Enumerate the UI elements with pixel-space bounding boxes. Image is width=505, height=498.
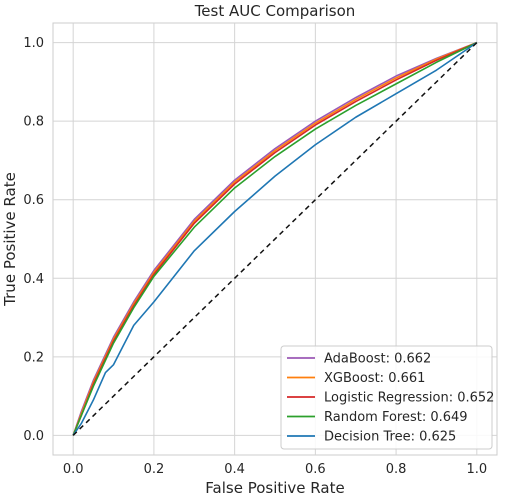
series-line-4 (72, 41, 478, 436)
series-line-2 (72, 41, 478, 436)
series-line-3 (72, 41, 478, 436)
y-tick-label: 0.8 (23, 115, 44, 130)
series-line-1 (72, 41, 478, 436)
legend-entry: Logistic Regression: 0.652 (324, 391, 494, 406)
chance-line (72, 42, 478, 436)
legend: AdaBoost: 0.662 XGBoost: 0.661 Logistic Re… (280, 345, 494, 450)
chart-title: Test AUC Comparison (194, 2, 356, 20)
x-tick-label: 0.0 (63, 462, 84, 477)
x-tick-label: 1.0 (466, 462, 487, 477)
legend-entry: Random Forest: 0.649 (324, 410, 468, 425)
ticks: 0.0 0.2 0.4 0.6 0.8 1.0 0.0 0.2 0.4 0.6 0.8 1.0 (23, 36, 487, 477)
x-axis-label: False Positive Rate (205, 479, 344, 497)
x-tick-label: 0.6 (305, 462, 326, 477)
y-tick-label: 0.2 (23, 350, 44, 365)
y-tick-label: 0.6 (23, 193, 44, 208)
legend-entry: XGBoost: 0.661 (324, 371, 425, 386)
legend-box (280, 345, 493, 450)
y-tick-label: 0.0 (23, 429, 44, 444)
x-tick-label: 0.8 (386, 462, 407, 477)
y-tick-label: 0.4 (23, 272, 44, 287)
x-tick-label: 0.2 (144, 462, 165, 477)
x-tick-label: 0.4 (224, 462, 245, 477)
legend-entry: AdaBoost: 0.662 (324, 352, 431, 367)
series-line-0 (72, 41, 478, 436)
y-axis-label: True Positive Rate (1, 172, 19, 307)
y-tick-label: 1.0 (23, 36, 44, 51)
series-layer (72, 41, 478, 436)
legend-entry: Decision Tree: 0.625 (324, 430, 456, 445)
